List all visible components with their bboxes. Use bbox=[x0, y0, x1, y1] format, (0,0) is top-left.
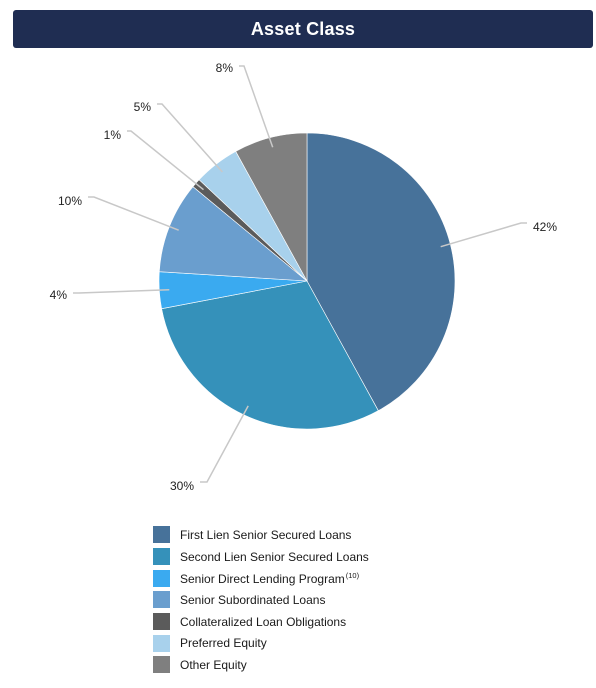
legend-label: Collateralized Loan Obligations bbox=[180, 614, 347, 629]
legend-item-2: Second Lien Senior Secured Loans bbox=[153, 546, 369, 568]
pie-slices bbox=[158, 132, 456, 430]
leader-line-6 bbox=[157, 103, 223, 173]
percent-label-1: 42% bbox=[533, 220, 557, 234]
legend-footnote-marker: (10) bbox=[345, 570, 360, 580]
legend-item-1: First Lien Senior Secured Loans bbox=[153, 524, 369, 546]
leader-lines bbox=[73, 65, 527, 483]
leader-line-5 bbox=[127, 130, 204, 191]
leader-line-3 bbox=[73, 288, 170, 294]
percent-label-3: 4% bbox=[50, 288, 68, 302]
legend-swatch bbox=[153, 526, 170, 544]
percent-labels: 42% 30% 4% 10% 1% 5% 8% bbox=[50, 61, 558, 493]
legend-item-7: Other Equity bbox=[153, 654, 369, 676]
leader-line-1 bbox=[440, 222, 527, 248]
legend-label: Senior Subordinated Loans bbox=[180, 592, 326, 607]
percent-label-6: 5% bbox=[134, 100, 152, 114]
percent-label-5: 1% bbox=[104, 128, 122, 142]
legend-item-6: Preferred Equity bbox=[153, 632, 369, 654]
legend-swatch bbox=[153, 634, 170, 652]
percent-label-2: 30% bbox=[170, 479, 194, 493]
leader-line-2 bbox=[200, 405, 249, 483]
chart-title-bar: Asset Class bbox=[13, 10, 593, 48]
legend-label: Other Equity bbox=[180, 657, 247, 672]
legend-item-3: Senior Direct Lending Program(10) bbox=[153, 567, 369, 589]
legend-label: First Lien Senior Secured Loans bbox=[180, 527, 352, 542]
legend-swatch bbox=[153, 569, 170, 587]
legend-label: Senior Direct Lending Program(10) bbox=[180, 570, 360, 586]
legend-label: Second Lien Senior Secured Loans bbox=[180, 549, 369, 564]
legend-swatch bbox=[153, 613, 170, 631]
chart-legend: First Lien Senior Secured Loans Second Li… bbox=[153, 524, 369, 676]
chart-title: Asset Class bbox=[250, 18, 356, 39]
percent-label-7: 8% bbox=[216, 61, 234, 75]
legend-swatch bbox=[153, 656, 170, 674]
pie-slice-7 bbox=[235, 132, 308, 282]
leader-line-4 bbox=[88, 196, 179, 231]
legend-item-4: Senior Subordinated Loans bbox=[153, 589, 369, 611]
legend-swatch bbox=[153, 591, 170, 609]
legend-swatch bbox=[153, 548, 170, 566]
leader-line-7 bbox=[239, 65, 274, 148]
legend-item-5: Collateralized Loan Obligations bbox=[153, 611, 369, 633]
percent-label-4: 10% bbox=[58, 194, 82, 208]
legend-label: Preferred Equity bbox=[180, 636, 267, 651]
